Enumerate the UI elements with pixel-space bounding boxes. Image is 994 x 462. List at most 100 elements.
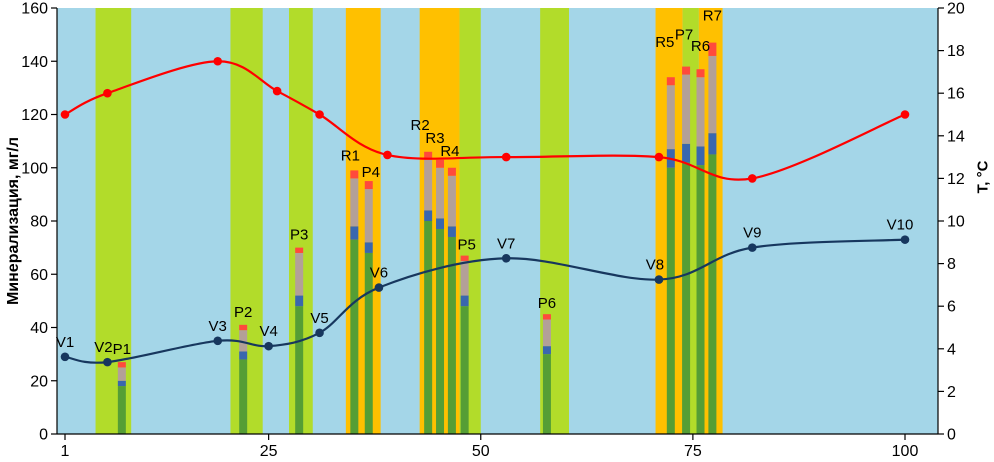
mineralization-point	[747, 243, 757, 252]
x-axis-tick-label: 75	[684, 443, 702, 460]
point-label-V10: V10	[887, 217, 914, 234]
mineralization-point	[213, 336, 223, 346]
bar-label-R5: R5	[655, 34, 674, 51]
right-axis-title: Т, °С	[974, 160, 992, 194]
bar-R2	[424, 151, 433, 434]
bar-label-P2: P2	[234, 304, 252, 321]
bar-segment	[364, 252, 373, 434]
point-label-V7: V7	[497, 235, 515, 252]
bar-segment	[447, 226, 456, 237]
bar-segment	[682, 143, 691, 163]
point-label-V2: V2	[94, 339, 112, 356]
bar-segment	[696, 165, 705, 434]
right-axis-tick-label: 6	[947, 299, 956, 316]
bar-segment	[436, 167, 445, 219]
bar-segment	[542, 346, 551, 355]
point-label-V6: V6	[370, 265, 388, 282]
point-label-V4: V4	[259, 323, 277, 340]
bar-segment	[350, 178, 359, 227]
right-axis-tick-label: 18	[947, 43, 965, 60]
right-axis-tick-label: 4	[947, 341, 956, 358]
highlight-band-green	[289, 8, 313, 434]
bar-R1	[350, 170, 359, 434]
bar-segment	[295, 306, 304, 434]
bar-segment	[460, 295, 469, 307]
bar-segment	[708, 133, 717, 155]
bar-P2	[239, 324, 248, 434]
right-axis-tick-label: 12	[947, 171, 965, 188]
bar-segment	[696, 69, 705, 78]
temperature-point	[315, 110, 324, 119]
mineralization-point	[501, 253, 511, 263]
bar-segment	[682, 66, 691, 75]
bar-R4	[447, 167, 456, 434]
point-label-V3: V3	[209, 318, 227, 335]
bar-segment	[239, 359, 248, 434]
bar-R7	[708, 42, 717, 434]
left-axis-tick-label: 60	[30, 267, 48, 284]
bar-label-R2: R2	[411, 117, 430, 134]
mineralization-point	[264, 341, 273, 351]
left-axis-tick-label: 140	[21, 54, 48, 71]
bar-segment	[436, 159, 445, 168]
bar-segment	[350, 226, 359, 240]
bar-segment	[364, 181, 373, 190]
bar-label-P3: P3	[290, 227, 308, 244]
bar-segment	[542, 354, 551, 434]
bar-segment	[460, 255, 469, 261]
right-axis-tick-label: 2	[947, 384, 956, 401]
bar-segment	[239, 324, 248, 331]
temperature-point	[272, 86, 282, 96]
bar-label-R3: R3	[425, 130, 444, 147]
bar-segment	[666, 85, 675, 150]
bar-segment	[295, 295, 304, 307]
temperature-point	[383, 150, 392, 160]
point-label-V9: V9	[743, 225, 761, 242]
left-axis-tick-label: 100	[21, 160, 48, 177]
point-label-V8: V8	[646, 257, 664, 274]
bar-P5	[460, 255, 469, 434]
bar-segment	[447, 236, 456, 434]
right-axis-tick-label: 10	[947, 214, 965, 231]
bar-segment	[436, 218, 445, 229]
bar-segment	[708, 42, 717, 56]
temperature-point	[747, 174, 757, 183]
x-axis-tick-label: 1	[61, 443, 70, 460]
temperature-point	[900, 110, 910, 119]
bar-segment	[424, 151, 433, 160]
bar-segment	[708, 154, 717, 434]
right-axis-tick-label: 8	[947, 256, 956, 273]
bar-label-P1: P1	[113, 341, 131, 358]
plot-area	[57, 8, 938, 434]
bar-segment	[117, 362, 126, 368]
bar-label-R1: R1	[341, 147, 360, 164]
mineralization-line	[64, 238, 906, 364]
bar-segment	[364, 242, 373, 253]
bar-segment	[424, 210, 433, 221]
bar-segment	[117, 386, 126, 434]
bar-label-R4: R4	[440, 143, 459, 160]
right-axis-tick-label: 14	[947, 128, 965, 145]
bar-label-P4: P4	[362, 164, 380, 181]
temperature-point	[103, 88, 112, 98]
bar-segment	[436, 228, 445, 434]
bar-label-R7: R7	[703, 8, 722, 25]
right-axis-tick-label: 16	[947, 86, 965, 103]
bar-label-R6: R6	[691, 38, 710, 55]
mineralization-point	[315, 328, 324, 338]
point-label-V1: V1	[56, 334, 74, 351]
left-axis-title: Минерализация, мг/л	[5, 136, 22, 306]
bar-segment	[239, 330, 248, 352]
x-axis-tick-label: 50	[472, 443, 490, 460]
bar-P7	[682, 66, 691, 435]
bar-R5	[666, 77, 675, 434]
bar-label-P7: P7	[675, 27, 693, 44]
left-axis-tick-label: 40	[30, 320, 48, 337]
left-axis-tick-label: 160	[21, 1, 48, 18]
bar-segment	[295, 247, 304, 253]
bar-segment	[364, 189, 373, 243]
bar-segment	[542, 314, 551, 320]
bar-segment	[460, 260, 469, 296]
